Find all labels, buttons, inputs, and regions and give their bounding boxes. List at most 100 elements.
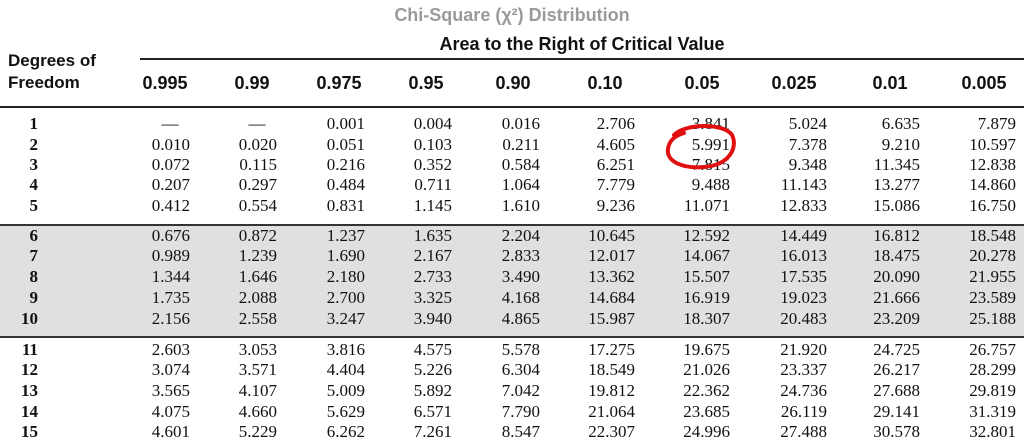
table-cell: 5.991 [691,135,730,154]
table-cell: 7.779 [596,175,635,194]
table-cell: 8.547 [501,422,540,441]
table-cell: 0.010 [151,135,190,154]
column-header: 0.005 [961,73,1007,93]
table-cell: 3.816 [326,340,365,359]
table-cell: 1.344 [151,267,190,286]
table-cell: 29.141 [873,402,920,421]
table-cell: 20.483 [780,309,827,328]
table-cell: 18.475 [873,246,920,265]
table-cell: 14.684 [588,288,635,307]
table-cell: 26.217 [873,360,920,379]
table-title: Chi-Square (χ²) Distribution [394,5,630,25]
table-cell: 5.024 [788,114,827,133]
table-cell: 0.831 [326,196,365,215]
table-cell: 18.548 [969,226,1016,245]
table-cell: 4.404 [326,360,365,379]
table-cell: 2.700 [326,288,365,307]
table-cell: 29.819 [969,381,1016,400]
dof-header: Degrees of Freedom [8,50,96,94]
table-cell: 9.236 [596,196,635,215]
table-cell: 0.554 [238,196,277,215]
table-cell: 21.920 [780,340,827,359]
table-cell: 0.584 [501,155,540,174]
table-cell: 28.299 [969,360,1016,379]
table-cell: 27.688 [873,381,920,400]
table-cell: 12.592 [683,226,730,245]
table-cell: 11.143 [780,175,827,194]
table-cell: 21.955 [969,267,1016,286]
table-cell: 5.892 [413,381,452,400]
table-cell: 0.412 [151,196,190,215]
table-cell: 12.838 [969,155,1016,174]
row-dof: 6 [29,226,39,245]
table-cell: 1.145 [413,196,452,215]
table-cell: 20.278 [969,246,1016,265]
table-cell: 0.103 [413,135,452,154]
table-cell: 23.337 [780,360,827,379]
table-cell: 26.119 [780,402,827,421]
column-header: 0.025 [771,73,817,93]
dof-header-line-1: Degrees of [8,51,96,70]
table-cell: 2.833 [501,246,540,265]
table-cell: 7.042 [501,381,540,400]
table-cell: 3.490 [501,267,540,286]
table-cell: 24.996 [683,422,730,441]
table-cell: 19.812 [588,381,635,400]
table-cell: 3.571 [238,360,277,379]
table-cell: 11.071 [683,196,730,215]
table-cell: 14.860 [969,175,1016,194]
row-dof: 15 [21,422,38,441]
table-cell: 2.088 [238,288,277,307]
table-cell: 12.017 [588,246,635,265]
table-cell: 0.676 [151,226,190,245]
table-cell: 4.107 [238,381,277,400]
table-cell: 23.685 [683,402,730,421]
table-cell: 7.790 [501,402,540,421]
table-cell: 14.449 [780,226,827,245]
table-cell: 13.362 [588,267,635,286]
row-dof: 2 [29,135,39,154]
table-cell: 5.226 [413,360,452,379]
table-cell: 9.348 [788,155,827,174]
table-cell: 1.239 [238,246,277,265]
subtitle-rule [140,58,1024,60]
table-cell: 19.675 [683,340,730,359]
table-cell: 23.209 [873,309,920,328]
table-cell: 15.507 [683,267,730,286]
table-cell: 1.635 [413,226,452,245]
table-cell: 3.940 [413,309,452,328]
table-cell: 18.307 [683,309,730,328]
row-dof: 11 [21,340,38,359]
table-cell: 1.064 [501,175,540,194]
table-cell: 25.188 [969,309,1016,328]
table-cell: 22.307 [588,422,635,441]
column-header: 0.99 [234,73,270,93]
table-cell: 0.004 [413,114,452,133]
table-cell: 3.053 [238,340,277,359]
table-cell: 3.074 [151,360,190,379]
table-cell: 0.207 [151,175,190,194]
table-cell: — [161,114,179,133]
table-cell: 0.484 [326,175,365,194]
header-rule [0,106,1024,108]
column-header: 0.10 [587,73,623,93]
table-cell: 0.016 [501,114,540,133]
table-cell: 16.919 [683,288,730,307]
table-cell: 4.168 [501,288,540,307]
table-cell: 15.086 [873,196,920,215]
table-cell: 30.578 [873,422,920,441]
table-cell: 0.051 [326,135,365,154]
table-cell: 9.210 [881,135,920,154]
column-header: 0.05 [684,73,720,93]
table-cell: 0.297 [238,175,277,194]
group-separator [0,224,1024,226]
row-dof: 14 [21,402,38,421]
table-cell: 0.989 [151,246,190,265]
table-cell: 1.690 [326,246,365,265]
row-dof: 13 [21,381,38,400]
table-cell: 2.204 [501,226,540,245]
column-header: 0.95 [408,73,444,93]
table-cell: 17.275 [588,340,635,359]
table-cell: 5.578 [501,340,540,359]
column-header: 0.01 [872,73,908,93]
